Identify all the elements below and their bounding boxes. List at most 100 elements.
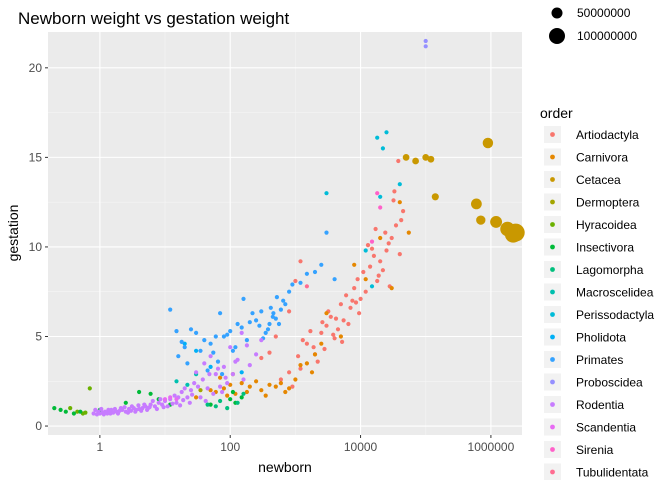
data-point — [287, 289, 292, 294]
legend-key — [550, 154, 555, 160]
data-point — [211, 350, 216, 355]
data-point — [341, 318, 346, 323]
legend-key — [550, 357, 555, 362]
y-tick-label: 5 — [35, 329, 42, 343]
data-point — [257, 323, 262, 328]
size-legend: 50000000 100000000 — [549, 6, 637, 44]
data-point — [221, 386, 226, 391]
chart-title: Newborn weight vs gestation weight — [18, 9, 289, 28]
legend-label: Hyracoidea — [576, 218, 637, 232]
data-point — [241, 296, 246, 301]
y-axis: 0 5 10 15 20 — [29, 61, 48, 433]
data-point — [320, 320, 325, 325]
data-point — [423, 44, 428, 49]
x-tick-label: 100 — [220, 440, 240, 454]
data-point — [267, 350, 272, 355]
data-point — [247, 384, 252, 389]
data-point — [202, 338, 207, 343]
data-point — [125, 410, 131, 415]
data-point — [136, 403, 141, 408]
legend-key — [550, 289, 555, 295]
data-point — [389, 286, 394, 291]
data-point — [427, 155, 435, 163]
data-point — [235, 357, 240, 362]
data-point — [218, 375, 223, 380]
data-point — [422, 154, 430, 161]
color-legend-title: order — [540, 105, 573, 121]
data-point — [58, 407, 63, 412]
size-legend-label: 100000000 — [577, 29, 637, 43]
data-point — [235, 400, 240, 405]
data-point — [397, 200, 402, 205]
legend-key — [550, 424, 555, 430]
data-point — [225, 393, 230, 398]
data-point — [298, 259, 303, 264]
data-point — [324, 311, 329, 316]
y-tick-label: 10 — [29, 240, 43, 254]
data-point — [200, 377, 205, 382]
data-point — [324, 191, 329, 196]
data-point — [283, 389, 288, 395]
legend-key — [550, 222, 555, 227]
data-point — [273, 316, 278, 321]
data-point — [293, 377, 298, 382]
data-point — [259, 338, 264, 343]
data-point — [383, 230, 388, 235]
data-point — [168, 395, 173, 400]
data-point — [389, 235, 394, 241]
data-point — [352, 262, 357, 267]
data-point — [244, 338, 249, 343]
data-point — [235, 321, 240, 327]
data-point — [129, 404, 134, 409]
data-point — [338, 334, 343, 339]
data-point — [215, 366, 221, 371]
data-point — [304, 341, 309, 346]
data-point — [348, 305, 353, 310]
data-point — [185, 395, 190, 400]
legend-key — [550, 447, 555, 452]
data-point — [319, 262, 324, 267]
data-point — [476, 215, 486, 225]
data-point — [241, 391, 246, 396]
data-point — [211, 391, 216, 396]
data-point — [225, 332, 230, 337]
data-point — [375, 278, 380, 284]
data-point — [276, 321, 282, 327]
data-point — [241, 377, 246, 382]
data-point — [213, 404, 218, 409]
data-point — [101, 412, 106, 417]
data-point — [358, 296, 363, 301]
data-point — [91, 411, 96, 416]
data-point — [298, 366, 303, 371]
data-point — [244, 343, 249, 348]
legend-label: Sirenia — [576, 443, 614, 457]
data-point — [52, 406, 57, 411]
data-point — [490, 215, 503, 228]
data-point — [190, 392, 195, 397]
data-point — [174, 400, 179, 405]
legend-label: Lagomorpha — [576, 263, 644, 277]
data-point — [99, 406, 104, 412]
data-point — [122, 405, 127, 410]
data-point — [205, 368, 210, 373]
data-point — [194, 370, 199, 375]
data-point — [239, 325, 244, 330]
data-point — [361, 269, 366, 275]
data-point — [267, 321, 272, 327]
data-point — [324, 323, 329, 328]
data-point — [340, 339, 345, 344]
data-point — [281, 298, 286, 303]
data-point — [363, 248, 368, 253]
data-point — [369, 284, 375, 289]
data-point — [287, 370, 292, 375]
data-point — [271, 311, 276, 316]
data-point — [208, 364, 213, 369]
data-point — [380, 268, 385, 273]
data-point — [63, 409, 68, 414]
data-point — [298, 363, 303, 368]
data-point — [106, 407, 111, 412]
data-point — [96, 409, 101, 414]
data-point — [228, 345, 233, 350]
data-point — [179, 339, 184, 344]
